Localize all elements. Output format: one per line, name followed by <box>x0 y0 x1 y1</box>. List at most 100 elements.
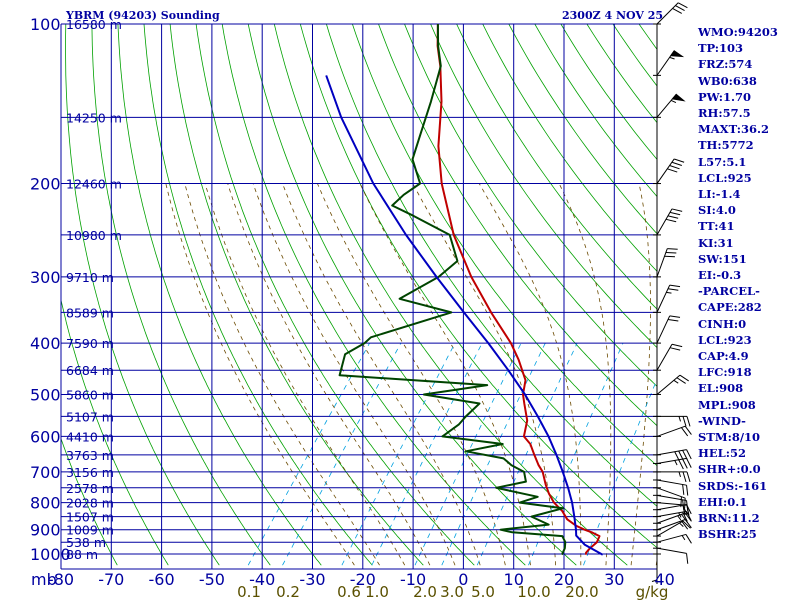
height-label: 2578 m <box>66 481 114 496</box>
index-item: WB0:638 <box>698 73 757 88</box>
index-item: RH:57.5 <box>698 106 751 121</box>
index-item: BRN:11.2 <box>698 511 760 526</box>
pressure-tick-label: 100 <box>30 15 61 34</box>
pressure-tick-label: 1000 <box>30 545 71 564</box>
height-label: 14250 m <box>66 110 122 125</box>
wind-barb <box>653 208 683 236</box>
barb-half-feather <box>670 100 677 103</box>
barb-shaft <box>656 519 686 531</box>
index-item: EL:908 <box>698 381 744 396</box>
barb-feather <box>684 498 686 509</box>
barb-feather <box>667 319 679 322</box>
height-label: 10980 m <box>66 228 122 243</box>
height-label: 88 m <box>66 547 98 562</box>
wind-barb <box>653 510 692 522</box>
index-item: L57:5.1 <box>698 154 747 169</box>
wind-barb <box>653 479 689 496</box>
index-item: LI:-1.4 <box>698 187 741 202</box>
mixing-ratio-line <box>441 342 546 566</box>
index-item: CINH:0 <box>698 316 747 331</box>
barb-shaft <box>656 520 684 537</box>
mixing-ratio-line <box>414 342 522 566</box>
index-item: STM:8/10 <box>698 430 761 445</box>
wind-barb <box>653 457 692 470</box>
height-label: 7590 m <box>66 336 114 351</box>
moist-adiabat <box>655 556 657 566</box>
wind-barb <box>653 93 686 118</box>
temperature-tick-label: -50 <box>199 570 225 589</box>
mixing-ratio-label: 2.0 <box>413 583 437 600</box>
wind-barb <box>653 449 692 462</box>
barb-feather <box>667 168 678 173</box>
barb-shaft <box>656 502 687 506</box>
index-item: SI:4.0 <box>698 203 736 218</box>
barb-feather <box>667 288 679 291</box>
dry-adiabat <box>143 24 373 566</box>
barb-shaft <box>656 374 681 395</box>
moist-adiabat <box>252 183 456 566</box>
barb-feather <box>682 520 691 529</box>
mixing-ratio-label: 0.6 <box>337 583 361 600</box>
barb-feather <box>669 284 681 288</box>
temperature-tick-label: 40 <box>654 570 674 589</box>
index-item: TP:103 <box>698 41 744 56</box>
barb-feather <box>685 534 692 544</box>
dry-adiabat <box>169 24 424 566</box>
mixing-ratio-line <box>476 342 578 566</box>
temperature-tick-label: -80 <box>48 570 74 589</box>
barb-feather <box>686 485 689 496</box>
index-item: CAP:4.9 <box>698 349 749 364</box>
barb-feather <box>675 5 685 12</box>
dewpoint-line <box>338 24 567 556</box>
barb-feather <box>686 500 689 511</box>
index-item: LCL:925 <box>698 170 752 185</box>
temperature-tick-label: 30 <box>604 570 624 589</box>
wind-barb <box>653 315 681 344</box>
barb-feather <box>669 211 681 216</box>
index-item: KI:31 <box>698 235 734 250</box>
moist-adiabat <box>630 183 651 566</box>
wind-barb <box>653 248 678 278</box>
barb-feather <box>671 161 682 167</box>
moist-adiabat <box>412 183 556 566</box>
pressure-tick-label: 300 <box>30 268 61 287</box>
mixing-ratio-label: 10.0 <box>517 583 550 600</box>
barb-half-feather <box>679 522 684 527</box>
index-item: PW:1.70 <box>698 89 752 104</box>
barb-feather <box>672 8 682 14</box>
barb-feather <box>681 520 689 530</box>
wind-barb <box>653 520 691 537</box>
barb-shaft <box>656 504 687 511</box>
mixing-ratio-label: g/kg <box>636 583 669 600</box>
barb-feather <box>681 427 689 437</box>
temperature-tick-label: 0 <box>458 570 468 589</box>
height-label: 5860 m <box>66 387 114 402</box>
height-label: 538 m <box>66 535 106 550</box>
pressure-tick-label: 500 <box>30 385 61 404</box>
barb-flag <box>671 93 686 102</box>
barb-feather <box>682 450 688 460</box>
index-item: -PARCEL- <box>698 284 760 299</box>
wind-barb-column <box>651 2 692 584</box>
barb-feather <box>686 471 691 483</box>
mixing-ratio-line <box>583 378 657 566</box>
thermodynamic-background <box>61 24 657 566</box>
barb-feather <box>667 215 679 219</box>
moist-adiabat <box>204 183 406 566</box>
index-item: MPL:908 <box>698 397 756 412</box>
stability-indices-list: WMO:94203 TP:103 FRZ:574 WB0:638 PW:1.70 RH:5… <box>698 24 778 543</box>
barb-shaft <box>656 315 671 344</box>
mixing-ratio-label: 3.0 <box>440 583 464 600</box>
barb-half-feather <box>673 379 679 384</box>
barb-shaft <box>656 494 687 502</box>
barb-flag <box>669 50 685 58</box>
height-label: 6684 m <box>66 363 114 378</box>
barb-feather <box>681 514 689 524</box>
mixing-ratio-label: 20.0 <box>565 583 598 600</box>
dry-adiabat <box>91 24 271 566</box>
height-label: 1009 m <box>66 523 114 538</box>
barb-feather <box>667 248 678 250</box>
sounding-datetime: 2300Z 4 NOV 25 <box>562 9 664 22</box>
temperature-tick-label: -10 <box>400 570 426 589</box>
